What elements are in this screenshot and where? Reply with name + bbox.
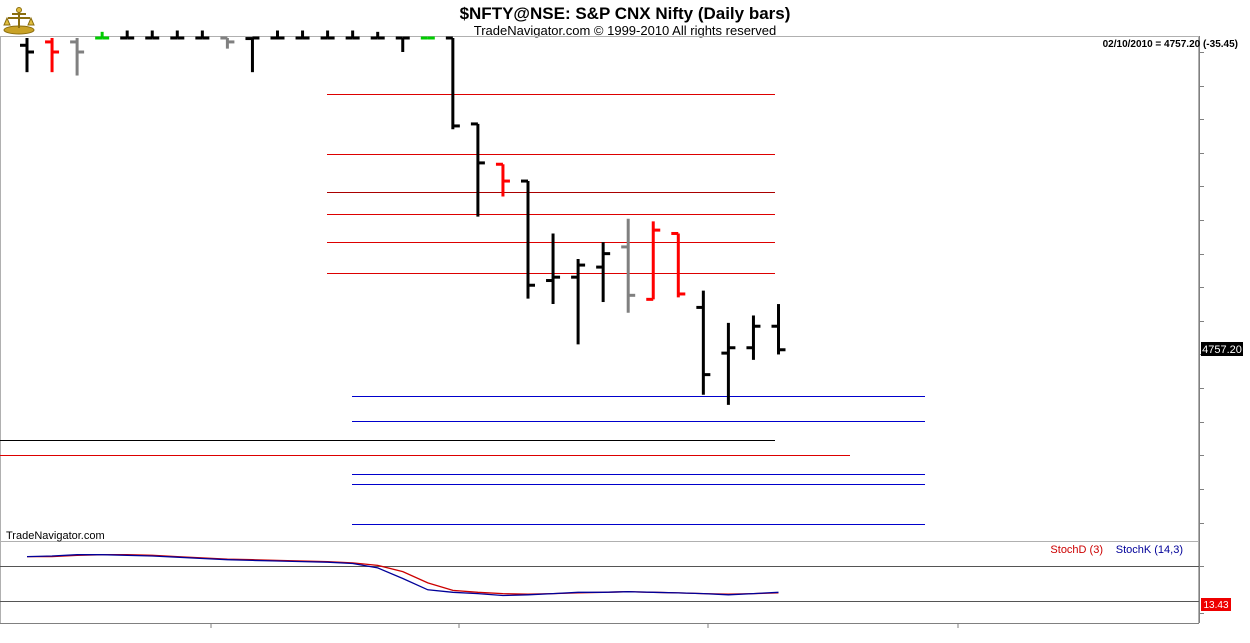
stochastic-panel-frame [0,541,1199,624]
price-panel-frame [0,36,1199,542]
stochk-legend: StochK (14,3) [1116,544,1183,556]
stochd-legend: StochD (3) [1050,544,1103,556]
stochk-line [26,554,779,597]
stochastic-value-label: 13.43 [1203,600,1228,611]
watermark-text: TradeNavigator.com [6,530,105,542]
stochd-line [27,554,779,595]
last-price-label: 4757.20 [1202,344,1242,356]
trade-navigator-logo-icon [2,6,36,36]
stochastic-value-tag [1201,598,1231,611]
last-price-tag [1201,342,1243,356]
chart-title: $NFTY@NSE: S&P CNX Nifty (Daily bars) [459,4,791,23]
chart-subtitle: TradeNavigator.com © 1999-2010 All right… [473,23,777,38]
last-value-readout: 02/10/2010 = 4757.20 (-35.45) [1103,39,1238,50]
